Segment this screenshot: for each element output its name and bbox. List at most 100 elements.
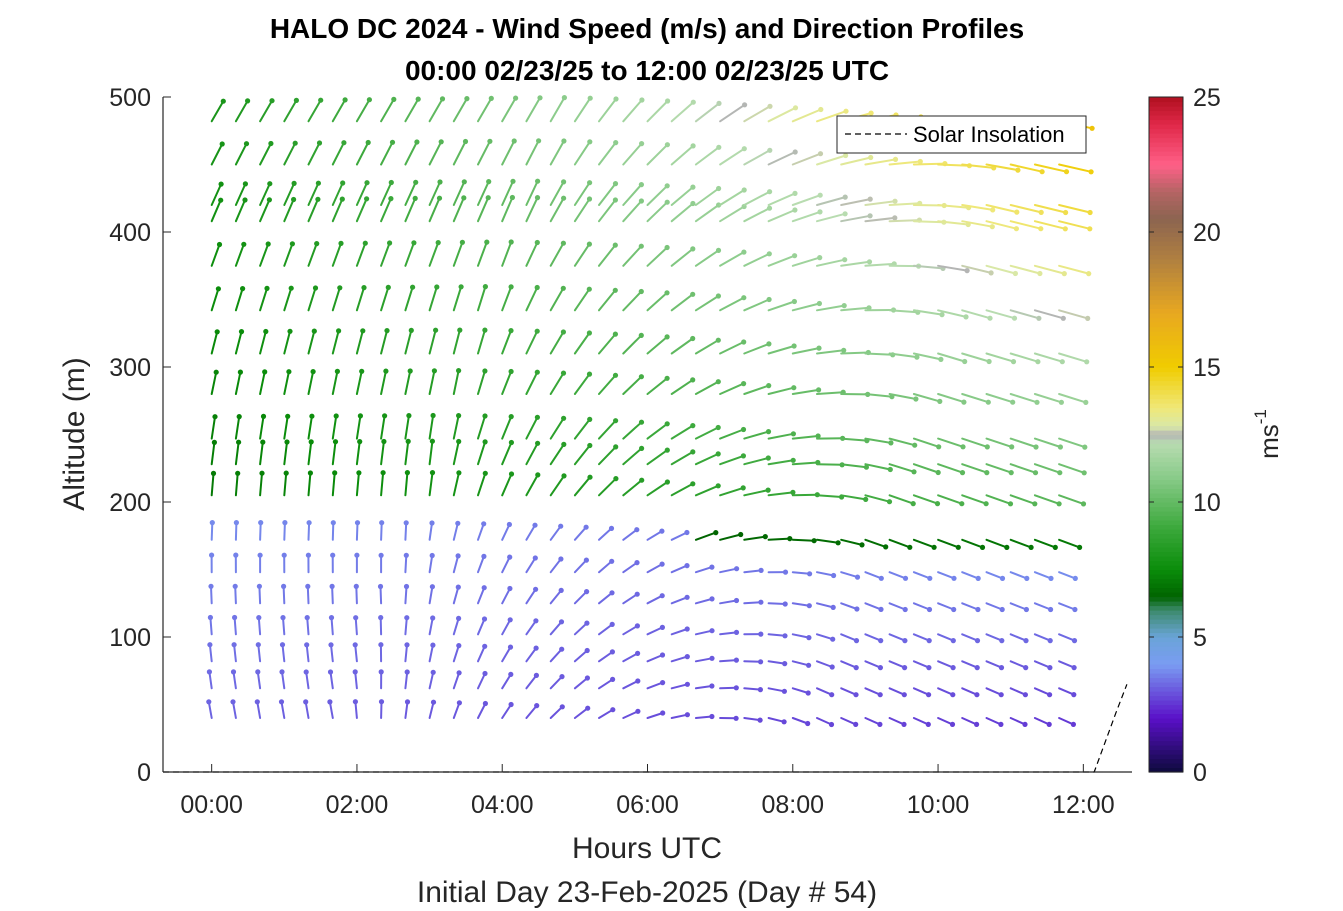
wind-arrow-head xyxy=(534,284,540,291)
wind-arrow-head xyxy=(456,643,462,649)
wind-arrow-head xyxy=(1008,470,1014,476)
wind-arrow xyxy=(694,187,720,206)
wind-arrow-head xyxy=(639,97,645,103)
colorbar-strip xyxy=(1149,205,1183,211)
colorbar-strip xyxy=(1149,484,1183,490)
wind-arrow-head xyxy=(407,368,413,374)
wind-arrow-head xyxy=(926,692,932,698)
wind-arrow xyxy=(428,701,435,719)
wind-arrow xyxy=(452,644,460,663)
wind-arrow-head xyxy=(308,439,314,445)
wind-arrow-head xyxy=(684,654,690,660)
wind-arrow xyxy=(816,602,835,609)
colorbar-strip xyxy=(1149,560,1183,566)
colorbar-strip xyxy=(1149,709,1183,715)
wind-arrow xyxy=(622,421,643,440)
wind-arrow-head xyxy=(333,413,339,419)
wind-arrow-head xyxy=(288,285,294,291)
wind-arrow-head xyxy=(361,285,367,291)
wind-arrow-head xyxy=(635,708,641,714)
wind-arrow-head xyxy=(353,615,359,621)
wind-arrow xyxy=(912,352,942,361)
wind-arrow xyxy=(912,660,930,669)
wind-arrow xyxy=(840,156,872,166)
wind-arrow-head xyxy=(638,243,644,249)
wind-arrow-head xyxy=(902,575,909,581)
wind-arrow xyxy=(525,473,539,497)
wind-arrow-head xyxy=(328,642,334,648)
wind-arrow-head xyxy=(684,529,690,536)
colorbar-strip xyxy=(1149,497,1183,503)
wind-arrow-head xyxy=(715,247,722,253)
wind-arrow-head xyxy=(507,644,514,650)
wind-arrow xyxy=(549,558,562,574)
wind-arrow-head xyxy=(709,713,715,720)
wind-arrow-head xyxy=(265,241,271,247)
wind-arrow-head xyxy=(457,327,463,333)
wind-arrow xyxy=(307,287,317,312)
wind-arrow xyxy=(234,371,242,395)
wind-arrow xyxy=(477,97,493,123)
colorbar-strip xyxy=(1149,457,1183,463)
wind-arrow xyxy=(767,254,796,267)
wind-arrow-head xyxy=(664,183,670,189)
wind-arrow xyxy=(380,181,393,206)
wind-arrow-head xyxy=(403,583,410,590)
wind-arrow xyxy=(549,197,565,223)
wind-arrow-head xyxy=(365,139,371,146)
wind-arrow xyxy=(501,97,517,123)
wind-arrow-head xyxy=(456,700,462,706)
wind-arrow xyxy=(694,597,713,605)
wind-arrow xyxy=(428,329,437,355)
wind-arrow-head xyxy=(841,303,847,309)
wind-arrow xyxy=(1033,494,1061,505)
wind-arrow xyxy=(864,538,887,548)
wind-arrow xyxy=(210,243,221,267)
wind-arrow xyxy=(912,437,940,448)
wind-arrow xyxy=(428,414,435,440)
wind-arrow-head xyxy=(985,399,991,405)
wind-arrow-head xyxy=(767,103,773,109)
wind-arrow xyxy=(888,633,906,642)
wind-arrow xyxy=(1058,437,1086,449)
wind-arrow-head xyxy=(690,377,696,383)
colorbar-strip xyxy=(1149,646,1183,652)
wind-arrow xyxy=(791,347,820,355)
wind-arrow xyxy=(331,141,345,166)
wind-arrow xyxy=(694,339,720,355)
wind-arrow-head xyxy=(690,291,696,297)
wind-arrow xyxy=(670,564,688,574)
wind-arrow-head xyxy=(206,699,212,705)
wind-arrow xyxy=(573,198,591,223)
wind-arrow xyxy=(525,674,538,690)
wind-arrow xyxy=(694,295,720,312)
colorbar-strip xyxy=(1149,466,1183,472)
wind-arrow xyxy=(259,472,263,497)
wind-arrow xyxy=(1009,687,1027,696)
wind-arrow-head xyxy=(380,470,386,476)
wind-arrow xyxy=(840,602,858,610)
wind-arrow-head xyxy=(461,179,467,185)
colorbar-strip xyxy=(1149,250,1183,256)
wind-arrow-head xyxy=(508,701,514,708)
wind-arrow xyxy=(864,200,896,206)
wind-arrow-head xyxy=(533,645,539,651)
wind-arrow-head xyxy=(282,520,288,526)
wind-arrow xyxy=(622,375,643,395)
wind-arrow xyxy=(549,443,565,466)
wind-arrow xyxy=(259,415,265,440)
wind-arrow xyxy=(573,418,591,440)
wind-arrow-head xyxy=(792,105,799,111)
wind-arrow xyxy=(525,139,540,166)
wind-arrow xyxy=(888,463,915,473)
colorbar-strip xyxy=(1149,601,1183,607)
wind-arrow-head xyxy=(287,328,293,334)
wind-arrow xyxy=(525,241,539,267)
wind-arrow-head xyxy=(533,618,539,624)
colorbar-strip xyxy=(1149,664,1183,670)
colorbar-strip xyxy=(1149,443,1183,449)
y-axis-label: Altitude (m) xyxy=(58,357,91,510)
wind-arrow xyxy=(719,296,745,312)
wind-arrow xyxy=(525,286,539,312)
wind-arrow xyxy=(549,525,562,541)
